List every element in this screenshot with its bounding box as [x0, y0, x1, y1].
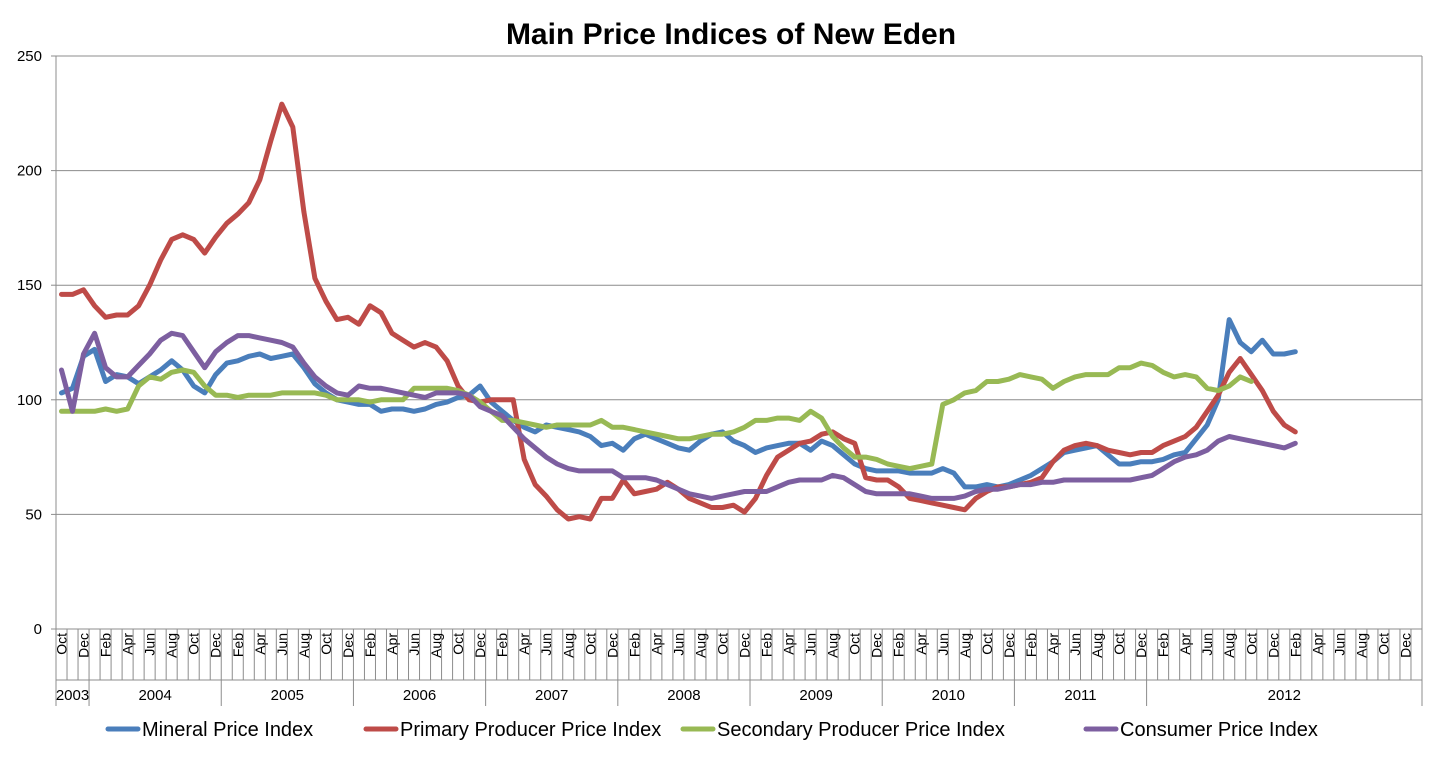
x-year-label: 2008 — [667, 687, 700, 704]
y-tick-label: 150 — [17, 277, 42, 294]
x-month-label: Dec — [340, 633, 356, 658]
y-tick-label: 100 — [17, 392, 42, 409]
x-year-label: 2005 — [271, 687, 304, 704]
x-month-label: Jun — [406, 633, 422, 656]
x-month-label: Jun — [670, 633, 686, 656]
x-year-label: 2003 — [56, 687, 89, 704]
x-month-label: Aug — [428, 633, 444, 658]
x-month-label: Aug — [164, 633, 180, 658]
x-month-label: Apr — [120, 633, 136, 655]
x-month-label: Feb — [230, 633, 246, 657]
x-month-label: Apr — [1177, 633, 1193, 655]
x-month-label: Apr — [781, 633, 797, 655]
x-month-label: Apr — [1309, 633, 1325, 655]
y-tick-label: 200 — [17, 163, 42, 180]
x-month-label: Oct — [847, 633, 863, 655]
legend: Mineral Price Index Primary Producer Pric… — [105, 719, 1318, 741]
x-month-label: Aug — [825, 633, 841, 658]
x-year-label: 2004 — [138, 687, 171, 704]
x-month-label: Apr — [516, 633, 532, 655]
legend-item-2: Secondary Producer Price Index — [680, 719, 1005, 741]
y-tick-label: 0 — [34, 621, 42, 638]
x-month-label: Jun — [142, 633, 158, 656]
series-line-2 — [59, 360, 1254, 472]
x-month-label: Jun — [803, 633, 819, 656]
x-month-label: Apr — [384, 633, 400, 655]
x-month-label: Jun — [1199, 633, 1215, 656]
x-year-label: 2012 — [1268, 687, 1301, 704]
x-month-label: Aug — [296, 633, 312, 658]
x-month-label: Jun — [1067, 633, 1083, 656]
x-month-label: Dec — [76, 633, 92, 658]
x-month-label: Dec — [472, 633, 488, 658]
x-month-label: Jun — [538, 633, 554, 656]
series-lines — [59, 101, 1298, 522]
x-month-label: Apr — [648, 633, 664, 655]
x-month-label: Oct — [979, 633, 995, 655]
legend-label: Mineral Price Index — [142, 719, 313, 741]
legend-item-1: Primary Producer Price Index — [363, 719, 661, 741]
x-month-label: Aug — [957, 633, 973, 658]
series-line-3 — [59, 330, 1298, 501]
x-month-label: Feb — [494, 633, 510, 657]
x-month-label: Oct — [318, 633, 334, 655]
legend-label: Secondary Producer Price Index — [717, 719, 1005, 741]
legend-item-3: Consumer Price Index — [1083, 719, 1318, 741]
x-month-label: Oct — [1243, 633, 1259, 655]
x-year-label: 2011 — [1064, 687, 1096, 704]
chart-title: Main Price Indices of New Eden — [506, 18, 956, 51]
y-axis: 0 50 100 150 200 250 — [17, 48, 56, 638]
x-month-label: Feb — [759, 633, 775, 657]
x-month-label: Aug — [1353, 633, 1369, 658]
x-month-label: Feb — [362, 633, 378, 657]
x-year-label: 2010 — [932, 687, 965, 704]
x-month-label: Dec — [1001, 633, 1017, 658]
x-month-label: Feb — [1155, 633, 1171, 657]
x-axis: Oct Dec Feb Apr Jun Aug Oct Dec Feb Apr Jun Aug Oct D… — [54, 629, 1423, 706]
gridlines — [55, 55, 1423, 630]
x-month-label: Dec — [1265, 633, 1281, 658]
x-month-label: Aug — [560, 633, 576, 658]
x-month-label: Feb — [891, 633, 907, 657]
x-month-label: Feb — [1287, 633, 1303, 657]
x-month-label: Feb — [626, 633, 642, 657]
legend-label: Consumer Price Index — [1120, 719, 1318, 741]
x-month-label: Oct — [1375, 633, 1391, 655]
x-month-label: Dec — [869, 633, 885, 658]
x-month-label: Apr — [252, 633, 268, 655]
x-year-label: 2006 — [403, 687, 436, 704]
x-month-label: Dec — [1397, 633, 1413, 658]
x-month-label: Apr — [1045, 633, 1061, 655]
x-month-label: Dec — [604, 633, 620, 658]
x-month-label: Feb — [1023, 633, 1039, 657]
x-month-label: Aug — [1221, 633, 1237, 658]
x-month-label: Dec — [208, 633, 224, 658]
x-month-label: Oct — [54, 633, 70, 655]
x-month-label: Feb — [98, 633, 114, 657]
y-tick-label: 250 — [17, 48, 42, 65]
x-month-label: Dec — [737, 633, 753, 658]
y-tick-label: 50 — [25, 506, 42, 523]
x-month-label: Jun — [1331, 633, 1347, 656]
legend-item-0: Mineral Price Index — [105, 719, 313, 741]
x-month-label: Oct — [1111, 633, 1127, 655]
series-line-0 — [59, 317, 1298, 490]
x-month-label: Oct — [450, 633, 466, 655]
x-month-label: Oct — [714, 633, 730, 655]
x-month-label: Dec — [1133, 633, 1149, 658]
x-month-label: Jun — [274, 633, 290, 656]
x-month-label: Aug — [1089, 633, 1105, 658]
x-month-label: Apr — [913, 633, 929, 655]
legend-label: Primary Producer Price Index — [400, 719, 661, 741]
x-month-label: Oct — [186, 633, 202, 655]
x-year-label: 2009 — [799, 687, 832, 704]
x-month-label: Aug — [692, 633, 708, 658]
x-month-label: Oct — [582, 633, 598, 655]
x-month-label: Jun — [935, 633, 951, 656]
x-year-label: 2007 — [535, 687, 568, 704]
